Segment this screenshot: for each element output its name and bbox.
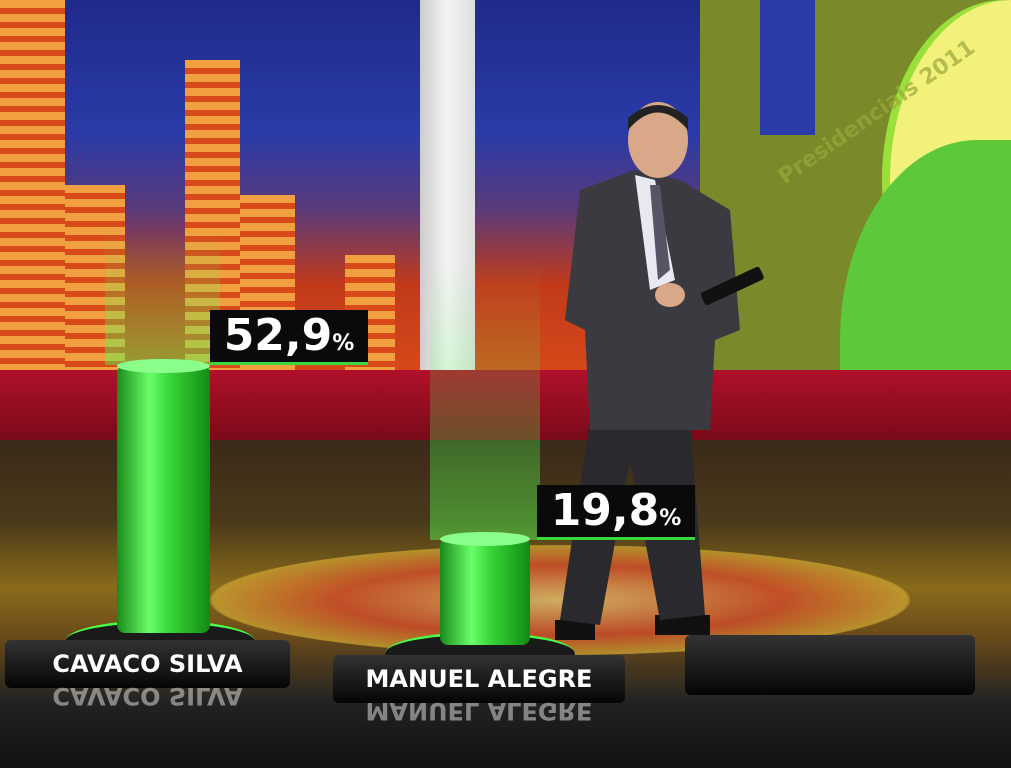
- result-bar-manuel-alegre: [440, 532, 530, 645]
- result-value: 52,9: [223, 310, 333, 361]
- bar-cap: [117, 359, 210, 373]
- light-beam: [105, 230, 220, 365]
- nameplate-cavaco-silva: CAVACO SILVA: [5, 640, 290, 688]
- light-beam: [430, 260, 540, 540]
- nameplate-reflection: MANUEL ALEGRE: [365, 697, 593, 725]
- nameplate-reflection: CAVACO SILVA: [52, 682, 243, 710]
- studio-pillar: [420, 0, 475, 380]
- result-label-cavaco-silva: 52,9%: [210, 310, 368, 365]
- presenter-figure: [555, 102, 764, 640]
- result-value: 19,8: [550, 485, 660, 536]
- nameplate-empty: [685, 635, 975, 695]
- wall-notch: [760, 0, 815, 135]
- result-label-manuel-alegre: 19,8%: [537, 485, 695, 540]
- bar-cap: [440, 532, 530, 546]
- result-unit: %: [332, 331, 355, 356]
- result-unit: %: [659, 506, 682, 531]
- result-bar-cavaco-silva: [117, 359, 210, 633]
- nameplate-manuel-alegre: MANUEL ALEGRE: [333, 655, 625, 703]
